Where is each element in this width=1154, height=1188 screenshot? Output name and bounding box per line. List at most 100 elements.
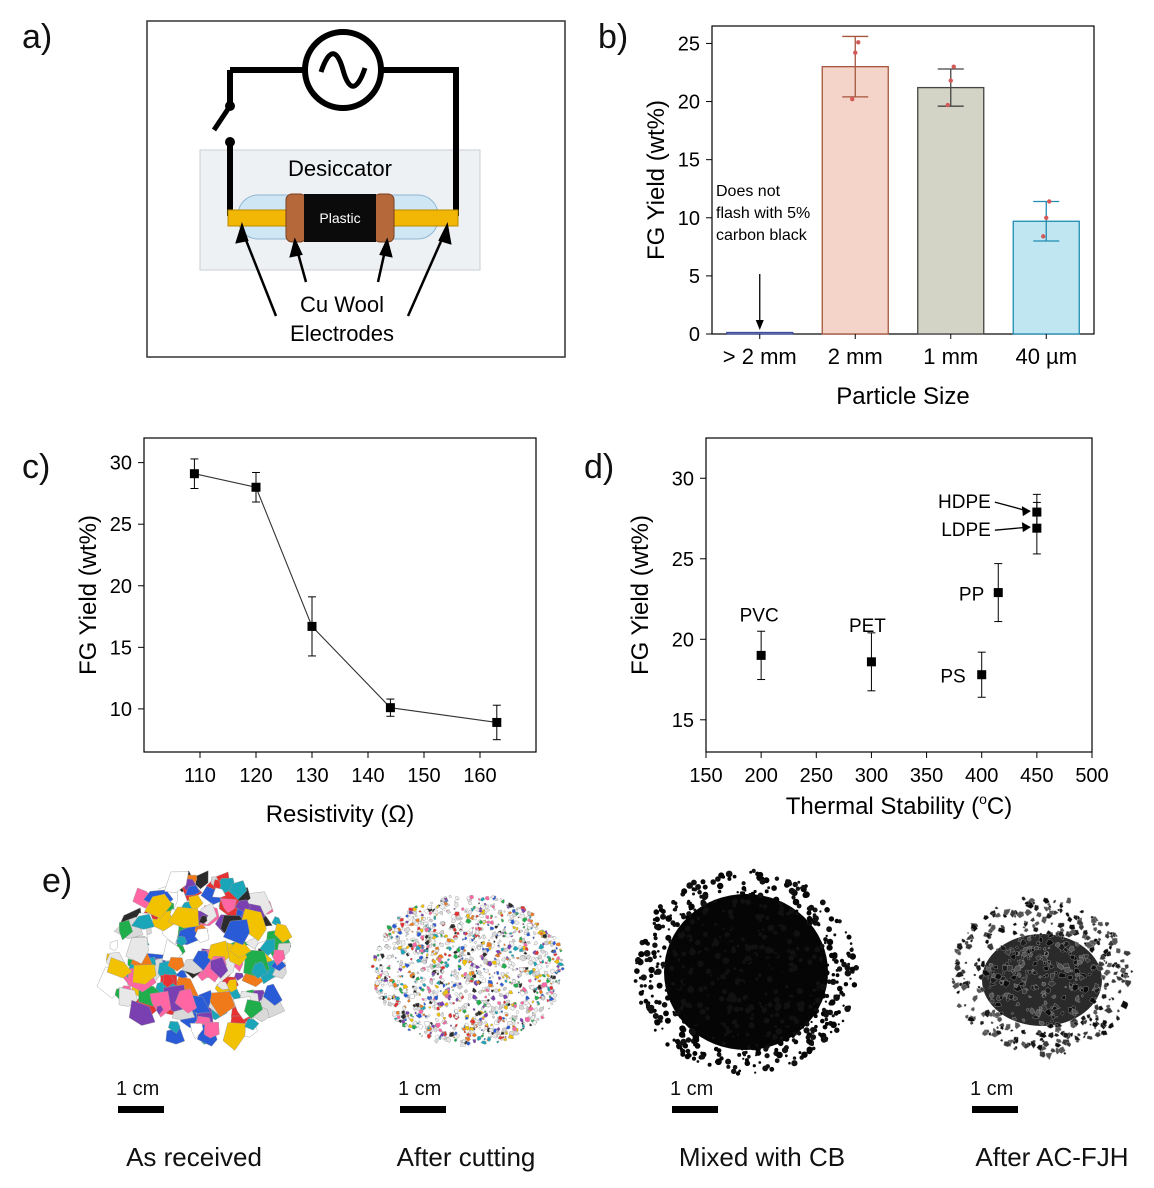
particle <box>752 1064 756 1068</box>
plastic-flake <box>1000 1038 1004 1042</box>
plastic-flake <box>1105 1004 1111 1009</box>
particle <box>818 1032 822 1037</box>
plastic-flake <box>469 966 473 970</box>
particle <box>645 941 650 946</box>
particle <box>786 938 793 945</box>
plastic-flake <box>969 1021 974 1025</box>
plastic-flake <box>534 950 540 956</box>
replicate-point <box>856 40 861 45</box>
plastic-flake <box>483 999 489 1004</box>
plastic-flake <box>1028 945 1033 950</box>
plastic-flake <box>423 908 430 914</box>
plastic-flake <box>1045 1022 1050 1025</box>
plastic-flake <box>396 960 400 963</box>
particle <box>847 953 852 958</box>
particle <box>768 1037 772 1042</box>
x-tick-label: 160 <box>463 765 496 787</box>
plastic-flake <box>444 1020 448 1023</box>
plot-frame <box>143 437 537 753</box>
plastic-flake <box>446 909 452 914</box>
plastic-flake <box>418 1020 421 1024</box>
particle <box>834 1028 838 1032</box>
plastic-flake <box>489 914 494 918</box>
plastic-flake <box>961 938 967 943</box>
plastic-flake <box>464 1025 470 1031</box>
particle <box>826 926 832 933</box>
plastic-flake <box>1012 930 1018 936</box>
particle <box>687 986 695 993</box>
particle <box>783 1002 791 1009</box>
plastic-flake <box>491 943 495 950</box>
plastic-flake <box>965 935 973 941</box>
plastic-flake <box>438 929 445 935</box>
plastic-flake <box>379 953 385 960</box>
plastic-flake <box>483 903 488 906</box>
particle <box>764 992 768 996</box>
plastic-flake <box>375 966 379 971</box>
plastic-flake <box>452 1001 455 1005</box>
particle <box>764 1053 770 1059</box>
plastic-flake <box>413 1007 416 1011</box>
particle <box>823 941 827 945</box>
particle <box>778 901 784 906</box>
plastic-flake <box>390 936 393 939</box>
plastic-flake <box>419 980 423 983</box>
plastic-flake <box>1050 1048 1056 1053</box>
particle <box>677 939 680 942</box>
particle <box>711 1036 715 1040</box>
particle <box>757 892 764 899</box>
plastic-flake <box>990 1031 998 1038</box>
particle <box>791 895 796 900</box>
particle <box>710 956 713 959</box>
particle <box>699 951 704 955</box>
plastic-flake <box>525 1009 530 1014</box>
plastic-flake <box>534 970 540 977</box>
particle <box>778 1009 784 1015</box>
particle <box>823 937 828 942</box>
plastic-flake <box>535 957 539 962</box>
plastic-flake <box>429 991 434 995</box>
plastic-flake <box>465 974 472 980</box>
plastic-flake <box>1047 980 1056 987</box>
plastic-flake <box>556 964 560 969</box>
plastic-flake <box>374 980 381 986</box>
plastic-flake <box>537 954 542 960</box>
plastic-flake <box>540 935 543 939</box>
plastic-flake <box>967 931 970 935</box>
plastic-flake <box>1078 1001 1081 1004</box>
plastic-flake <box>508 977 511 980</box>
plastic-flake <box>1061 995 1066 1001</box>
particle <box>749 961 753 964</box>
plastic-flake <box>438 1001 445 1007</box>
plastic-flake <box>411 1024 417 1030</box>
x-axis-label: Thermal Stability (oC) <box>786 791 1013 820</box>
particle <box>640 974 647 981</box>
particle <box>814 946 821 953</box>
plastic-flake <box>1045 929 1053 936</box>
plastic-flake <box>168 906 200 929</box>
plastic-flake <box>532 967 537 973</box>
plastic-flake <box>518 966 525 972</box>
particle <box>751 930 755 935</box>
particle <box>656 982 663 989</box>
particle <box>659 1019 663 1023</box>
particle <box>842 1004 845 1007</box>
plastic-flake <box>480 943 484 948</box>
plastic-flake <box>1038 953 1042 957</box>
particle <box>767 886 771 890</box>
particle <box>712 915 717 920</box>
plastic-flake <box>1013 983 1019 989</box>
plastic-flake <box>537 1002 540 1006</box>
particle <box>718 1002 724 1008</box>
particle <box>754 1024 758 1028</box>
plastic-flake <box>525 972 529 976</box>
plastic-flake <box>1076 919 1084 927</box>
plastic-flake <box>424 934 429 940</box>
particle <box>806 959 813 965</box>
y-tick-label: 0 <box>689 324 700 346</box>
plastic-flake <box>481 1032 485 1035</box>
plastic-flake <box>1060 936 1064 941</box>
particle <box>736 944 740 948</box>
particle <box>732 903 737 908</box>
